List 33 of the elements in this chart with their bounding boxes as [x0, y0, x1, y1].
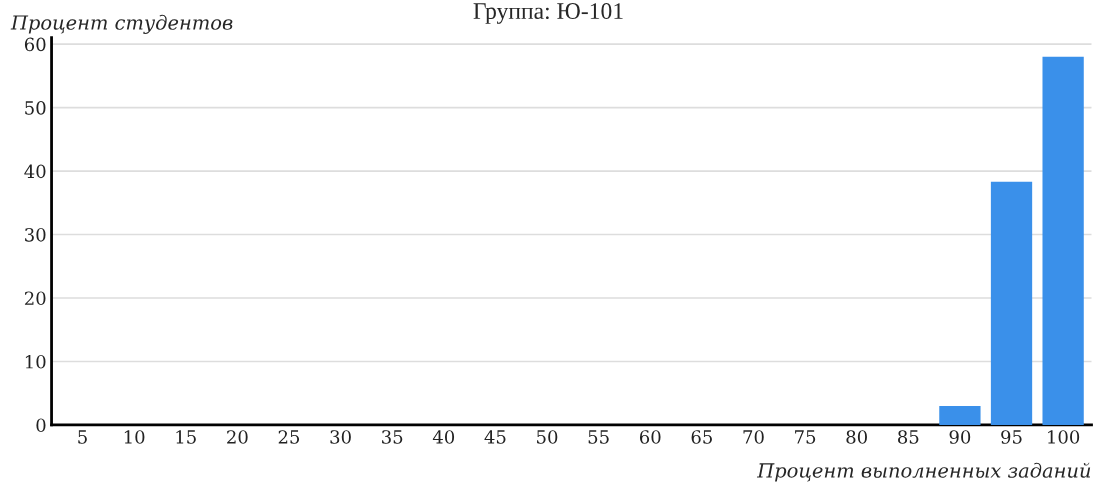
x-tick-label: 65: [691, 430, 712, 444]
x-tick-label: 45: [484, 430, 506, 444]
x-tick-label: 100: [1048, 430, 1080, 444]
bar: [1042, 56, 1084, 425]
x-axis-title: Процент выполненных заданий: [756, 462, 1091, 482]
chart-title: Группа: Ю-101: [473, 3, 623, 24]
y-axis-title: Процент студентов: [10, 14, 233, 34]
x-tick-label: 30: [330, 430, 351, 444]
bar: [939, 405, 981, 425]
y-tick-label: 10: [25, 354, 46, 369]
x-tick-label: 25: [278, 430, 300, 444]
x-tick-label: 80: [846, 430, 867, 444]
y-tick-label: 60: [24, 37, 46, 52]
bar: [990, 181, 1033, 425]
y-tick-label: 30: [25, 227, 46, 242]
x-tick-label: 35: [382, 430, 403, 444]
y-tick-label: 20: [24, 291, 46, 306]
x-tick-label: 85: [898, 430, 919, 444]
x-tick-label: 5: [78, 430, 87, 444]
x-tick-label: 10: [124, 430, 145, 444]
y-tick-label: 50: [25, 101, 46, 115]
x-tick-label: 90: [949, 430, 971, 444]
x-tick-label: 15: [176, 430, 196, 444]
y-tick-label: 40: [24, 164, 46, 179]
x-tick-label: 70: [743, 430, 764, 444]
x-tick-label: 55: [588, 430, 609, 444]
x-tick-label: 60: [639, 430, 661, 444]
y-tick-label: 0: [36, 418, 46, 433]
x-tick-label: 50: [537, 430, 558, 444]
x-tick-label: 20: [227, 430, 248, 444]
x-tick-label: 75: [795, 430, 816, 444]
x-tick-label: 95: [1001, 430, 1022, 444]
x-tick-label: 40: [432, 430, 455, 444]
